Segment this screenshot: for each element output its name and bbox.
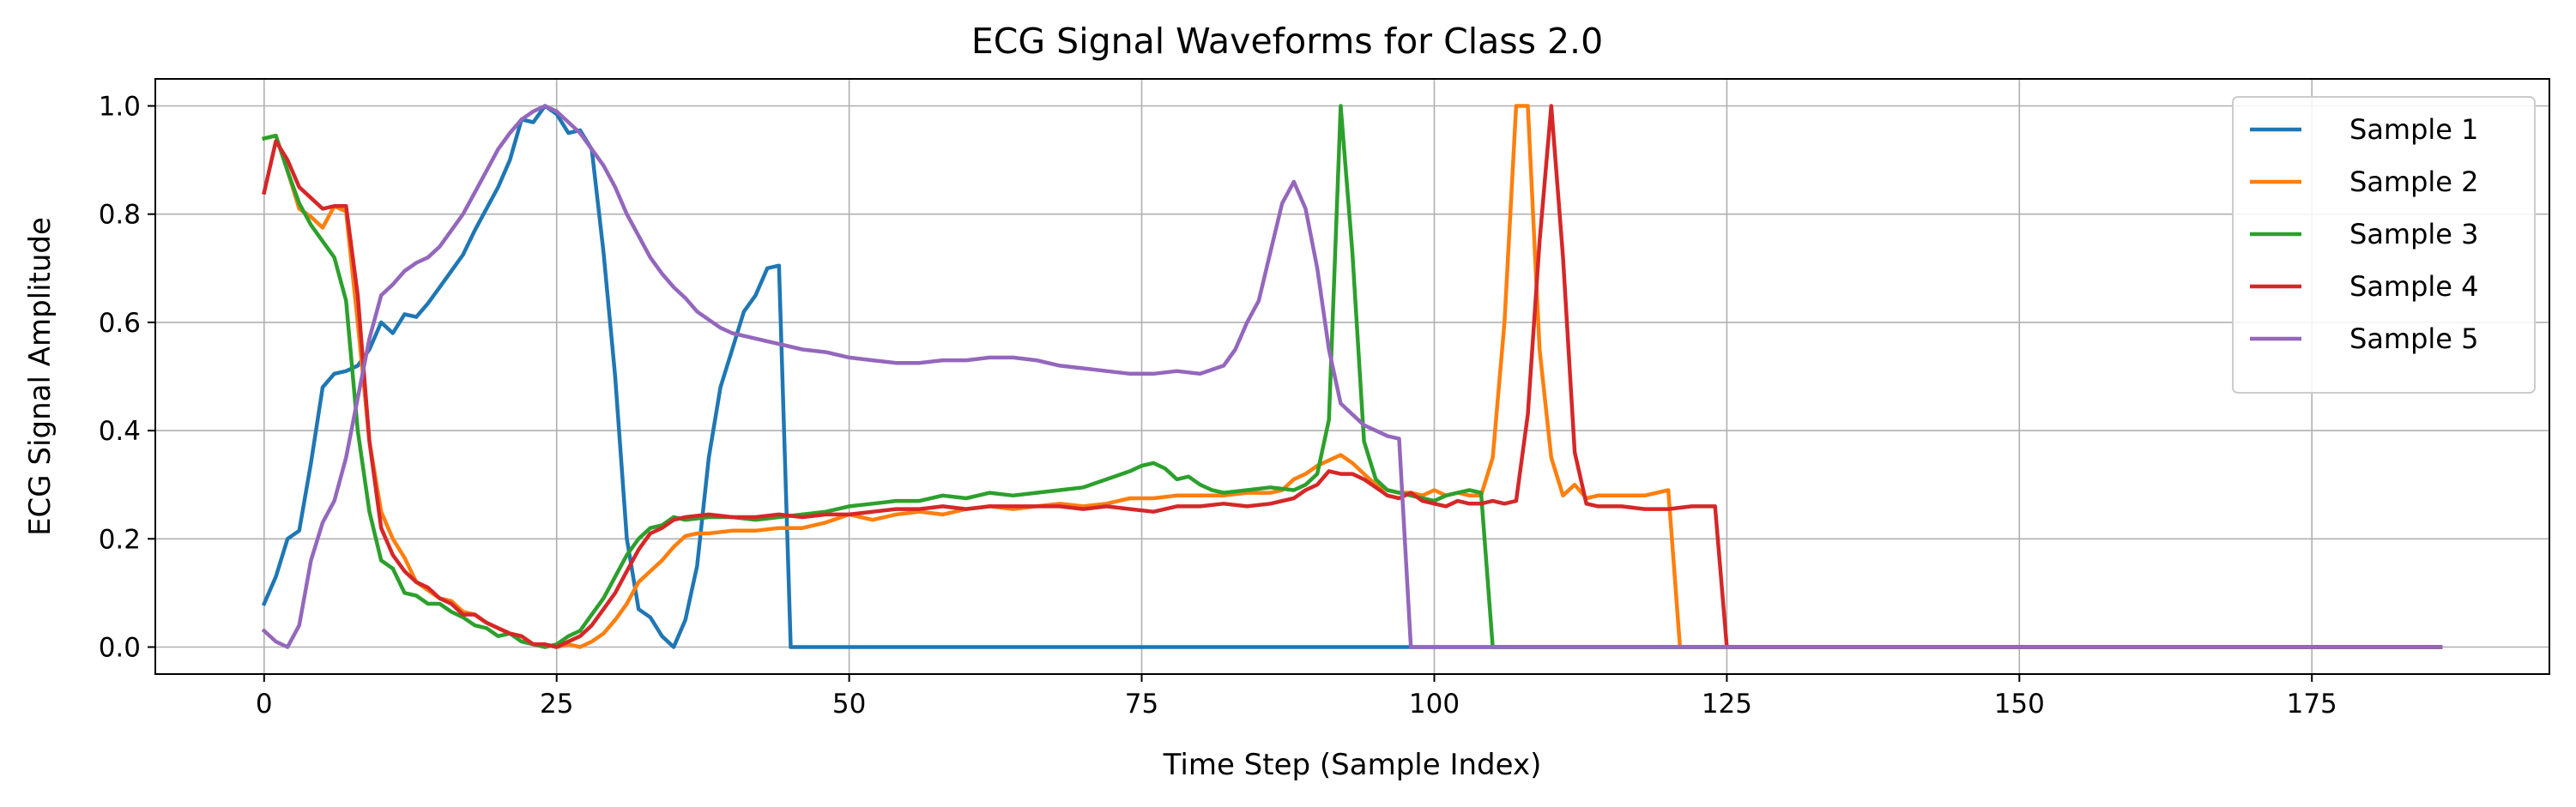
y-tick-label: 0.6 [99, 308, 141, 339]
x-tick-label: 175 [2287, 689, 2337, 720]
x-tick-label: 100 [1409, 689, 1460, 720]
plot-frame [154, 78, 2550, 675]
chart-title: ECG Signal Waveforms for Class 2.0 [971, 21, 1603, 62]
legend-label-1: Sample 1 [2349, 113, 2479, 146]
legend-label-2: Sample 2 [2349, 166, 2479, 198]
series-line-5 [261, 104, 2443, 649]
y-axis-label: ECG Signal Amplitude [23, 217, 57, 536]
tick-labels: 0 25 50 75 100 125 150 175 0.0 0.2 0.4 0.6 0.8 1.0 [99, 92, 2337, 720]
legend: Sample 1 Sample 2 Sample 3 Sample 4 Sample 5 [2232, 96, 2536, 394]
y-tick-label: 0.2 [99, 524, 141, 555]
x-tick-label: 25 [540, 689, 573, 720]
grid [155, 79, 2549, 674]
legend-frame [2232, 96, 2536, 394]
series-line-3 [262, 104, 2443, 649]
y-tick-label: 0.4 [99, 416, 141, 447]
y-tick-label: 1.0 [99, 92, 141, 123]
x-axis-label: Time Step (Sample Index) [1163, 748, 1542, 782]
y-tick-label: 0.0 [99, 633, 141, 664]
legend-label-4: Sample 4 [2349, 270, 2479, 303]
legend-label-3: Sample 3 [2349, 218, 2479, 250]
legend-label-5: Sample 5 [2349, 322, 2479, 355]
x-tick-label: 125 [1702, 689, 1752, 720]
axis-ticks [148, 105, 2313, 682]
series-line-4 [262, 104, 2443, 649]
x-tick-label: 150 [1994, 689, 2045, 720]
x-tick-label: 50 [832, 689, 866, 720]
y-tick-label: 0.8 [99, 200, 141, 231]
series-lines [261, 104, 2443, 649]
x-tick-label: 75 [1125, 689, 1158, 720]
series-line-2 [262, 104, 2443, 649]
x-tick-label: 0 [256, 689, 273, 720]
